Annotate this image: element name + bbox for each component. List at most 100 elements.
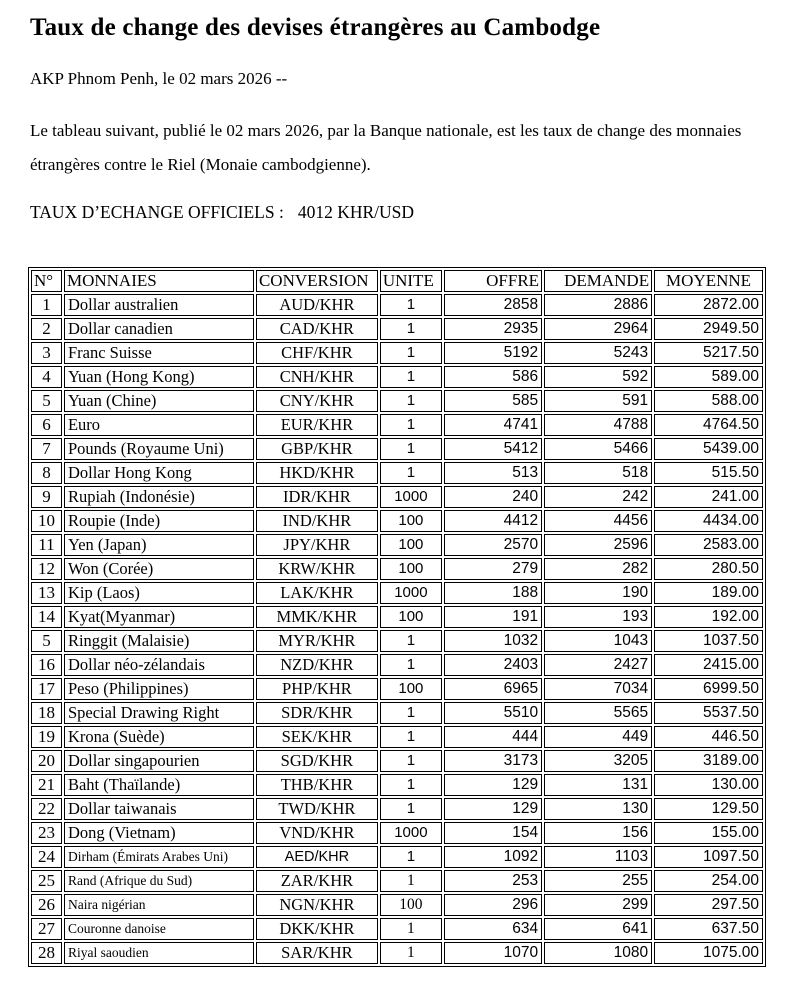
average-rate: 297.50: [654, 894, 763, 916]
demand-rate: 7034: [544, 678, 653, 700]
demand-rate: 2427: [544, 654, 653, 676]
offer-rate: 154: [443, 822, 543, 844]
average-rate: 637.50: [654, 918, 763, 940]
unit-value: 1: [379, 366, 442, 388]
offer-rate: 279: [443, 558, 543, 580]
conversion-pair: LAK/KHR: [255, 582, 378, 604]
currency-name: Dollar singapourien: [63, 750, 254, 772]
conversion-pair: VND/KHR: [255, 822, 378, 844]
average-rate: 4764.50: [654, 414, 763, 436]
average-rate: 1075.00: [654, 942, 763, 964]
conversion-pair: MYR/KHR: [255, 630, 378, 652]
header-unit: UNITE: [379, 270, 442, 292]
table-row: 22 Dollar taiwanais TWD/KHR 1 129 130 129.50: [31, 798, 763, 820]
currency-name: Dollar canadien: [63, 318, 254, 340]
table-row: 16 Dollar néo-zélandais NZD/KHR 1 2403 2427 24…: [31, 654, 763, 676]
demand-rate: 282: [544, 558, 653, 580]
exchange-rates-table: N° MONNAIES CONVERSION UNITE OFFRE DEMAN…: [28, 267, 766, 967]
currency-name: Roupie (Inde): [63, 510, 254, 532]
currency-name: Dollar néo-zélandais: [63, 654, 254, 676]
average-rate: 2415.00: [654, 654, 763, 676]
currency-name: Peso (Philippines): [63, 678, 254, 700]
table-row: 20 Dollar singapourien SGD/KHR 1 3173 3205 318…: [31, 750, 763, 772]
row-number: 21: [31, 774, 62, 796]
table-row: 9 Rupiah (Indonésie) IDR/KHR 1000 240 242 241.…: [31, 486, 763, 508]
offer-rate: 5192: [443, 342, 543, 364]
average-rate: 446.50: [654, 726, 763, 748]
currency-name: Pounds (Royaume Uni): [63, 438, 254, 460]
offer-rate: 2570: [443, 534, 543, 556]
row-number: 22: [31, 798, 62, 820]
conversion-pair: KRW/KHR: [255, 558, 378, 580]
offer-rate: 4412: [443, 510, 543, 532]
offer-rate: 5510: [443, 702, 543, 724]
average-rate: 5217.50: [654, 342, 763, 364]
header-number: N°: [31, 270, 62, 292]
unit-value: 1: [379, 654, 442, 676]
intro-paragraph: Le tableau suivant, publié le 02 mars 20…: [30, 121, 742, 174]
average-rate: 3189.00: [654, 750, 763, 772]
currency-name: Dirham (Émirats Arabes Uni): [63, 846, 254, 868]
average-rate: 155.00: [654, 822, 763, 844]
row-number: 20: [31, 750, 62, 772]
demand-rate: 1103: [544, 846, 653, 868]
row-number: 6: [31, 414, 62, 436]
offer-rate: 585: [443, 390, 543, 412]
unit-value: 1: [379, 414, 442, 436]
average-rate: 241.00: [654, 486, 763, 508]
official-rate-value: 4012 KHR/USD: [297, 202, 415, 222]
demand-rate: 2596: [544, 534, 653, 556]
conversion-pair: AED/KHR: [255, 846, 378, 868]
conversion-pair: DKK/KHR: [255, 918, 378, 940]
offer-rate: 2858: [443, 294, 543, 316]
currency-name: Yuan (Hong Kong): [63, 366, 254, 388]
currency-name: Dollar taiwanais: [63, 798, 254, 820]
table-row: 5 Yuan (Chine) CNY/KHR 1 585 591 588.00: [31, 390, 763, 412]
table-row: 7 Pounds (Royaume Uni) GBP/KHR 1 5412 5466 543…: [31, 438, 763, 460]
currency-name: Naira nigérian: [63, 894, 254, 916]
conversion-pair: EUR/KHR: [255, 414, 378, 436]
unit-value: 1: [379, 846, 442, 868]
table-row: 27 Couronne danoise DKK/KHR 1 634 641 637.50: [31, 918, 763, 940]
average-rate: 130.00: [654, 774, 763, 796]
currency-name: Dollar australien: [63, 294, 254, 316]
demand-rate: 156: [544, 822, 653, 844]
table-row: 1 Dollar australien AUD/KHR 1 2858 2886 2872.0…: [31, 294, 763, 316]
unit-value: 1: [379, 774, 442, 796]
demand-rate: 5565: [544, 702, 653, 724]
conversion-pair: IND/KHR: [255, 510, 378, 532]
row-number: 16: [31, 654, 62, 676]
conversion-pair: CAD/KHR: [255, 318, 378, 340]
conversion-pair: NGN/KHR: [255, 894, 378, 916]
currency-name: Yen (Japan): [63, 534, 254, 556]
unit-value: 1: [379, 942, 442, 964]
currency-name: Kip (Laos): [63, 582, 254, 604]
demand-rate: 3205: [544, 750, 653, 772]
unit-value: 1000: [379, 486, 442, 508]
currency-name: Dollar Hong Kong: [63, 462, 254, 484]
table-row: 23 Dong (Vietnam) VND/KHR 1000 154 156 155.00: [31, 822, 763, 844]
table-row: 10 Roupie (Inde) IND/KHR 100 4412 4456 4434.00: [31, 510, 763, 532]
table-row: 2 Dollar canadien CAD/KHR 1 2935 2964 2949.50: [31, 318, 763, 340]
offer-rate: 513: [443, 462, 543, 484]
table-row: 25 Rand (Afrique du Sud) ZAR/KHR 1 253 255 254…: [31, 870, 763, 892]
demand-rate: 518: [544, 462, 653, 484]
currency-name: Rand (Afrique du Sud): [63, 870, 254, 892]
conversion-pair: SEK/KHR: [255, 726, 378, 748]
unit-value: 100: [379, 510, 442, 532]
table-row: 28 Riyal saoudien SAR/KHR 1 1070 1080 1075.00: [31, 942, 763, 964]
row-number: 9: [31, 486, 62, 508]
conversion-pair: JPY/KHR: [255, 534, 378, 556]
offer-rate: 2935: [443, 318, 543, 340]
average-rate: 280.50: [654, 558, 763, 580]
average-rate: 1097.50: [654, 846, 763, 868]
row-number: 5: [31, 390, 62, 412]
demand-rate: 5243: [544, 342, 653, 364]
currency-name: Euro: [63, 414, 254, 436]
unit-value: 1: [379, 726, 442, 748]
row-number: 5: [31, 630, 62, 652]
unit-value: 100: [379, 558, 442, 580]
unit-value: 1: [379, 798, 442, 820]
currency-name: Kyat(Myanmar): [63, 606, 254, 628]
row-number: 18: [31, 702, 62, 724]
